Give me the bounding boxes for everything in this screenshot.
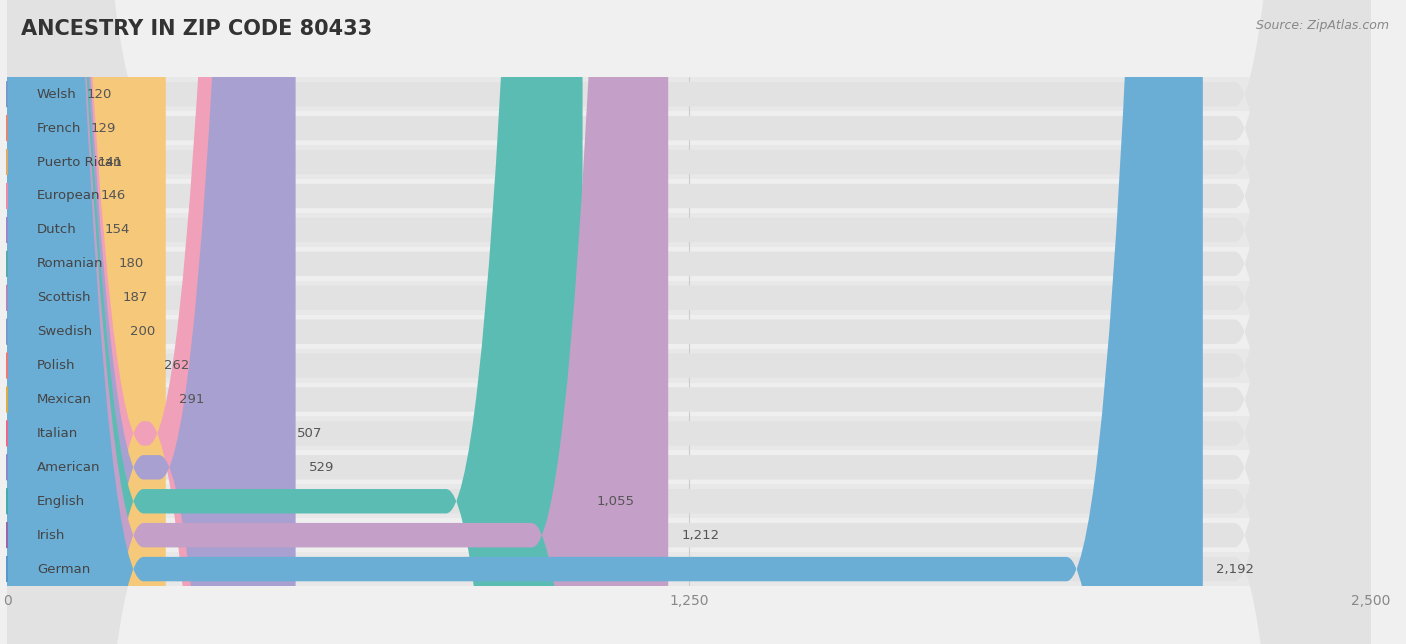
FancyBboxPatch shape bbox=[7, 0, 1371, 644]
Bar bbox=[7, 77, 1371, 111]
Bar bbox=[7, 484, 1371, 518]
Text: ANCESTRY IN ZIP CODE 80433: ANCESTRY IN ZIP CODE 80433 bbox=[21, 19, 373, 39]
Bar bbox=[7, 281, 1371, 315]
Bar bbox=[7, 179, 1371, 213]
FancyBboxPatch shape bbox=[7, 0, 284, 644]
Text: Source: ZipAtlas.com: Source: ZipAtlas.com bbox=[1256, 19, 1389, 32]
Bar bbox=[7, 348, 1371, 383]
Text: Mexican: Mexican bbox=[37, 393, 91, 406]
FancyBboxPatch shape bbox=[7, 0, 1371, 644]
Bar bbox=[7, 450, 1371, 484]
Text: Dutch: Dutch bbox=[37, 223, 77, 236]
FancyBboxPatch shape bbox=[7, 0, 1371, 644]
FancyBboxPatch shape bbox=[7, 0, 1371, 644]
Text: Scottish: Scottish bbox=[37, 291, 90, 304]
Bar bbox=[7, 383, 1371, 417]
FancyBboxPatch shape bbox=[7, 0, 582, 644]
Text: 262: 262 bbox=[163, 359, 188, 372]
FancyBboxPatch shape bbox=[7, 0, 1371, 644]
Text: 507: 507 bbox=[297, 427, 322, 440]
Text: 187: 187 bbox=[122, 291, 148, 304]
FancyBboxPatch shape bbox=[0, 0, 143, 644]
FancyBboxPatch shape bbox=[7, 0, 668, 644]
FancyBboxPatch shape bbox=[7, 0, 1371, 644]
Bar bbox=[7, 247, 1371, 281]
Text: 154: 154 bbox=[104, 223, 129, 236]
Bar bbox=[7, 518, 1371, 552]
FancyBboxPatch shape bbox=[0, 0, 143, 644]
Bar bbox=[7, 145, 1371, 179]
Text: 529: 529 bbox=[309, 461, 335, 474]
Text: Romanian: Romanian bbox=[37, 258, 104, 270]
Bar bbox=[7, 111, 1371, 145]
FancyBboxPatch shape bbox=[7, 0, 1371, 644]
Text: 129: 129 bbox=[91, 122, 117, 135]
FancyBboxPatch shape bbox=[0, 0, 143, 644]
FancyBboxPatch shape bbox=[0, 0, 143, 644]
FancyBboxPatch shape bbox=[7, 0, 1371, 644]
Text: 291: 291 bbox=[180, 393, 205, 406]
FancyBboxPatch shape bbox=[7, 0, 1371, 644]
FancyBboxPatch shape bbox=[7, 0, 150, 644]
Text: German: German bbox=[37, 563, 90, 576]
Text: American: American bbox=[37, 461, 101, 474]
Text: 1,212: 1,212 bbox=[682, 529, 720, 542]
FancyBboxPatch shape bbox=[7, 0, 1371, 644]
FancyBboxPatch shape bbox=[0, 0, 143, 644]
Text: 200: 200 bbox=[129, 325, 155, 338]
FancyBboxPatch shape bbox=[7, 0, 1371, 644]
Bar bbox=[7, 417, 1371, 450]
Text: European: European bbox=[37, 189, 101, 202]
Text: 180: 180 bbox=[120, 258, 143, 270]
Text: 120: 120 bbox=[86, 88, 111, 100]
Text: Swedish: Swedish bbox=[37, 325, 93, 338]
Bar bbox=[7, 315, 1371, 348]
FancyBboxPatch shape bbox=[0, 0, 143, 644]
FancyBboxPatch shape bbox=[7, 0, 295, 644]
Text: 2,192: 2,192 bbox=[1216, 563, 1254, 576]
Bar bbox=[7, 552, 1371, 586]
Bar bbox=[7, 213, 1371, 247]
Text: 141: 141 bbox=[97, 156, 122, 169]
Text: English: English bbox=[37, 495, 86, 507]
FancyBboxPatch shape bbox=[7, 0, 166, 644]
Text: Welsh: Welsh bbox=[37, 88, 77, 100]
FancyBboxPatch shape bbox=[0, 0, 143, 644]
FancyBboxPatch shape bbox=[7, 0, 1371, 644]
FancyBboxPatch shape bbox=[7, 0, 1371, 644]
Text: Italian: Italian bbox=[37, 427, 79, 440]
Text: Irish: Irish bbox=[37, 529, 66, 542]
FancyBboxPatch shape bbox=[7, 0, 1371, 644]
FancyBboxPatch shape bbox=[7, 0, 1202, 644]
Text: 1,055: 1,055 bbox=[596, 495, 634, 507]
Text: French: French bbox=[37, 122, 82, 135]
Text: 146: 146 bbox=[100, 189, 125, 202]
Text: Puerto Rican: Puerto Rican bbox=[37, 156, 121, 169]
Text: Polish: Polish bbox=[37, 359, 76, 372]
FancyBboxPatch shape bbox=[0, 0, 143, 644]
FancyBboxPatch shape bbox=[7, 0, 1371, 644]
